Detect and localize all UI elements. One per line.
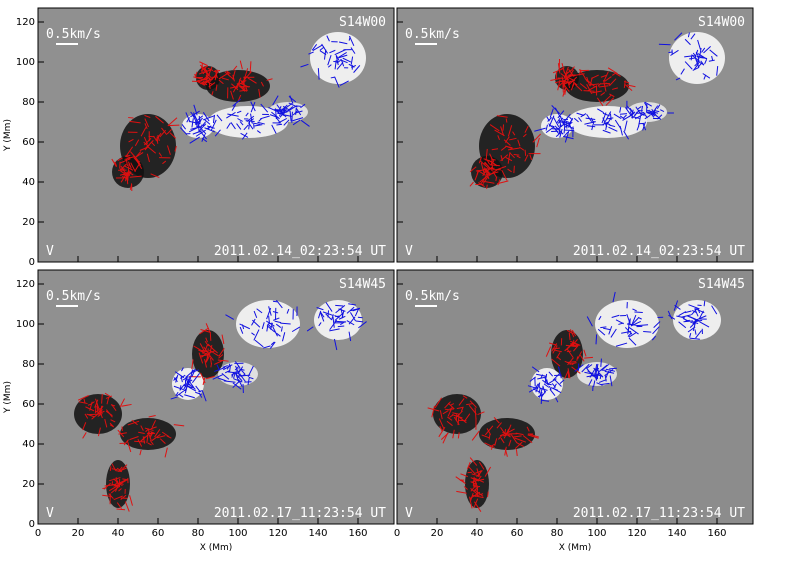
panel: 0 20 40 60 80 100 120 140 160 0 20 40 60 80 100 120 0.5k…	[3, 270, 394, 553]
velocity-arrow	[292, 112, 293, 123]
velocity-arrow	[634, 312, 642, 313]
velocity-arrow	[487, 185, 488, 189]
position-label: S14W45	[339, 277, 386, 292]
corner-label: V	[405, 244, 413, 259]
scale-label: 0.5km/s	[46, 27, 101, 42]
y-tick-label: 80	[22, 97, 35, 108]
velocity-arrow	[503, 124, 504, 130]
velocity-arrow	[659, 44, 671, 45]
velocity-arrow	[567, 351, 571, 352]
x-tick-label: 20	[72, 528, 85, 539]
x-tick-label: 40	[471, 528, 484, 539]
velocity-arrow	[276, 124, 282, 125]
y-tick-label: 80	[22, 359, 35, 370]
velocity-arrow	[199, 122, 200, 133]
date-label: 2011.02.17_11:23:54 UT	[214, 506, 386, 521]
corner-label: V	[46, 506, 54, 521]
field-patch	[669, 32, 725, 84]
position-label: S14W00	[339, 15, 386, 30]
y-axis-label: Y (Mm)	[3, 381, 13, 414]
y-tick-label: 60	[22, 137, 35, 148]
velocity-arrow	[620, 114, 627, 115]
x-tick-label: 140	[308, 528, 327, 539]
panel: 0 20 40 60 80 100 120 0.5km/s S14W00 2011.02.14_0…	[3, 8, 394, 268]
y-tick-label: 120	[16, 279, 35, 290]
x-tick-label: 80	[192, 528, 205, 539]
velocity-arrow	[514, 166, 515, 173]
velocity-arrow	[506, 119, 507, 123]
x-tick-label: 160	[707, 528, 726, 539]
velocity-arrow	[338, 326, 344, 327]
x-tick-label: 60	[511, 528, 524, 539]
date-label: 2011.02.14_02:23:54 UT	[214, 244, 386, 259]
x-axis-label: X (Mm)	[200, 543, 233, 553]
y-tick-label: 100	[16, 57, 35, 68]
y-tick-label: 0	[29, 519, 35, 530]
y-tick-label: 20	[22, 217, 35, 228]
velocity-arrow	[210, 333, 211, 341]
velocity-arrow	[568, 372, 569, 378]
x-tick-label: 0	[394, 528, 400, 539]
x-tick-label: 40	[112, 528, 125, 539]
x-tick-label: 60	[152, 528, 165, 539]
velocity-arrow	[525, 150, 526, 156]
y-axis-label: Y (Mm)	[3, 119, 13, 152]
panel: 0.5km/s S14W00 2011.02.14_02:23:54 UT V	[397, 8, 753, 262]
x-tick-label: 80	[551, 528, 564, 539]
velocity-arrow	[239, 90, 245, 91]
scale-label: 0.5km/s	[405, 27, 460, 42]
x-tick-label: 120	[268, 528, 287, 539]
velocity-arrow	[206, 75, 207, 80]
x-tick-label: 100	[228, 528, 247, 539]
velocity-arrow	[296, 106, 301, 107]
x-tick-label: 0	[35, 528, 41, 539]
corner-label: V	[405, 506, 413, 521]
velocity-arrow	[110, 466, 111, 471]
velocity-arrow	[88, 414, 99, 415]
position-label: S14W00	[698, 15, 745, 30]
velocity-arrow	[556, 71, 557, 79]
velocity-arrow	[601, 359, 602, 367]
x-tick-label: 160	[348, 528, 367, 539]
velocity-arrow	[630, 318, 631, 323]
velocity-arrow	[273, 301, 277, 302]
date-label: 2011.02.14_02:23:54 UT	[573, 244, 745, 259]
y-tick-label: 0	[29, 257, 35, 268]
field-patch	[268, 102, 308, 122]
velocity-arrow	[102, 394, 103, 404]
velocity-arrow	[505, 429, 506, 433]
velocity-arrow	[584, 357, 593, 358]
velocity-arrow	[335, 305, 343, 306]
velocity-arrow	[704, 301, 705, 307]
velocity-arrow	[643, 332, 651, 333]
y-tick-label: 60	[22, 399, 35, 410]
y-tick-label: 100	[16, 319, 35, 330]
velocity-arrow	[583, 91, 594, 92]
scale-label: 0.5km/s	[405, 289, 460, 304]
velocity-arrow	[168, 125, 180, 126]
velocity-arrow	[541, 392, 542, 404]
velocity-arrow	[296, 109, 297, 115]
velocity-arrow	[514, 155, 520, 156]
velocity-arrow	[596, 334, 597, 344]
position-label: S14W45	[698, 277, 745, 292]
x-tick-label: 20	[431, 528, 444, 539]
x-tick-label: 140	[667, 528, 686, 539]
velocity-arrow	[609, 368, 617, 369]
panel: 0 20 40 60 80 100 120 140 160 0.5km/s S14W45 2011.0…	[394, 270, 753, 553]
y-tick-label: 20	[22, 479, 35, 490]
y-tick-label: 40	[22, 177, 35, 188]
x-axis-label: X (Mm)	[559, 543, 592, 553]
date-label: 2011.02.17_11:23:54 UT	[573, 506, 745, 521]
y-tick-label: 120	[16, 17, 35, 28]
y-tick-label: 40	[22, 439, 35, 450]
x-tick-label: 100	[587, 528, 606, 539]
x-tick-label: 120	[627, 528, 646, 539]
scale-label: 0.5km/s	[46, 289, 101, 304]
corner-label: V	[46, 244, 54, 259]
